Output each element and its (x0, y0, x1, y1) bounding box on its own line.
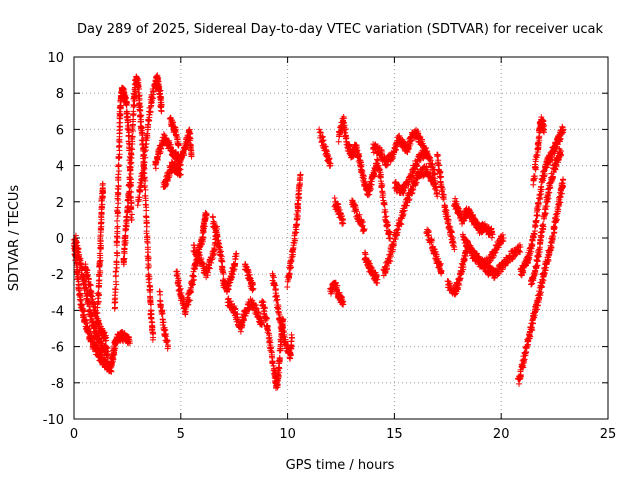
data-point (551, 224, 558, 231)
data-point (284, 283, 291, 290)
data-points (70, 72, 567, 392)
data-point (158, 108, 165, 115)
y-tick-label: -2 (51, 268, 64, 283)
data-point (115, 196, 122, 203)
data-point (340, 220, 347, 227)
data-point (209, 213, 216, 220)
grid-lines (74, 57, 608, 419)
data-point (137, 107, 144, 114)
data-point (113, 264, 120, 271)
data-point (145, 279, 152, 286)
data-point (116, 130, 123, 137)
y-tick-label: 2 (56, 196, 64, 211)
data-point (115, 171, 122, 178)
data-point (117, 119, 124, 126)
chart-title: Day 289 of 2025, Sidereal Day-to-day VTE… (77, 22, 603, 37)
data-point (113, 238, 120, 245)
y-tick-label: -6 (51, 341, 64, 356)
data-point (115, 137, 122, 144)
data-point (75, 245, 82, 252)
data-point (156, 288, 163, 295)
x-tick-label: 25 (600, 427, 617, 442)
data-point (361, 249, 368, 256)
axis-ticks: 0 5 10 15 20 25 -10 -8 -6 -4 -2 0 2 4 6 8 10 (43, 51, 617, 442)
data-point (80, 308, 87, 315)
data-point (143, 207, 150, 214)
x-tick-label: 10 (279, 427, 296, 442)
data-point (115, 190, 122, 197)
y-tick-label: -8 (51, 377, 64, 392)
data-point (113, 281, 120, 288)
data-point (99, 180, 106, 187)
data-point (293, 221, 300, 228)
data-point (115, 144, 122, 151)
x-tick-label: 15 (386, 427, 403, 442)
data-point (137, 113, 144, 120)
data-point (331, 195, 338, 202)
data-point (335, 138, 342, 145)
data-point (137, 187, 144, 194)
y-tick-label: 0 (56, 232, 64, 247)
data-point (439, 191, 446, 198)
data-point (297, 171, 304, 178)
data-point (288, 338, 295, 345)
x-tick-label: 5 (177, 427, 185, 442)
data-point (117, 111, 124, 118)
y-tick-label: -10 (43, 413, 64, 428)
data-point (141, 182, 148, 189)
y-tick-label: 6 (56, 123, 64, 138)
x-tick-label: 0 (70, 427, 78, 442)
data-point (111, 305, 118, 312)
data-point (162, 331, 169, 338)
y-tick-label: 8 (56, 87, 64, 102)
data-point (273, 293, 280, 300)
data-point (114, 217, 121, 224)
data-point (534, 212, 541, 219)
data-point (217, 248, 224, 255)
data-point (220, 270, 227, 277)
data-point (288, 334, 295, 341)
data-point (560, 177, 567, 184)
data-point (134, 202, 141, 209)
data-point (76, 282, 83, 289)
data-point (75, 275, 82, 282)
data-point (111, 292, 118, 299)
y-tick-label: 10 (47, 51, 64, 66)
data-point (112, 286, 119, 293)
data-point (126, 338, 133, 345)
x-tick-label: 20 (493, 427, 510, 442)
y-tick-label: -4 (51, 304, 64, 319)
y-tick-label: 4 (56, 160, 64, 175)
data-point (115, 182, 122, 189)
data-point (157, 291, 164, 298)
data-point (74, 245, 81, 252)
data-point (211, 219, 218, 226)
data-point (113, 258, 120, 265)
data-point (125, 334, 132, 341)
